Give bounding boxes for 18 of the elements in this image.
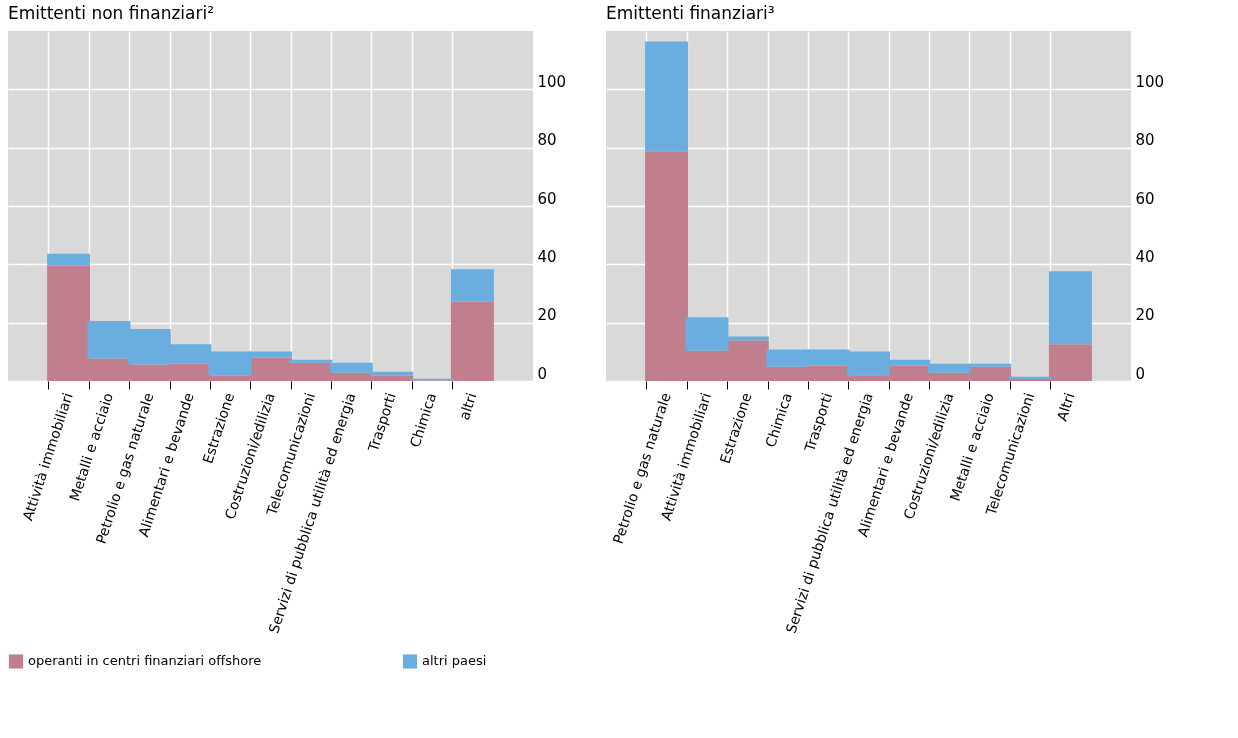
chart-title: Emittenti non finanziari² bbox=[8, 3, 215, 23]
y-tick-label: 100 bbox=[1135, 72, 1165, 91]
y-tick-label: 60 bbox=[537, 189, 557, 208]
x-tick-label: altri bbox=[455, 390, 480, 422]
y-tick-label: 0 bbox=[1135, 364, 1146, 383]
y-tick-label: 80 bbox=[537, 131, 557, 150]
y-tick-label: 100 bbox=[537, 72, 567, 91]
x-tick-label: Altri bbox=[1053, 390, 1078, 423]
y-tick-label: 20 bbox=[537, 306, 557, 325]
y-tick-label: 80 bbox=[1135, 131, 1155, 150]
legend-label: operanti in centri finanziari offshore bbox=[28, 653, 262, 669]
y-tick-label: 40 bbox=[537, 247, 557, 266]
y-tick-label: 0 bbox=[537, 364, 548, 383]
legend-label: altri paesi bbox=[422, 653, 487, 669]
y-tick-label: 20 bbox=[1135, 306, 1155, 325]
chart-title: Emittenti finanziari³ bbox=[606, 3, 775, 23]
y-tick-label: 40 bbox=[1135, 247, 1155, 266]
y-tick-label: 60 bbox=[1135, 189, 1155, 208]
